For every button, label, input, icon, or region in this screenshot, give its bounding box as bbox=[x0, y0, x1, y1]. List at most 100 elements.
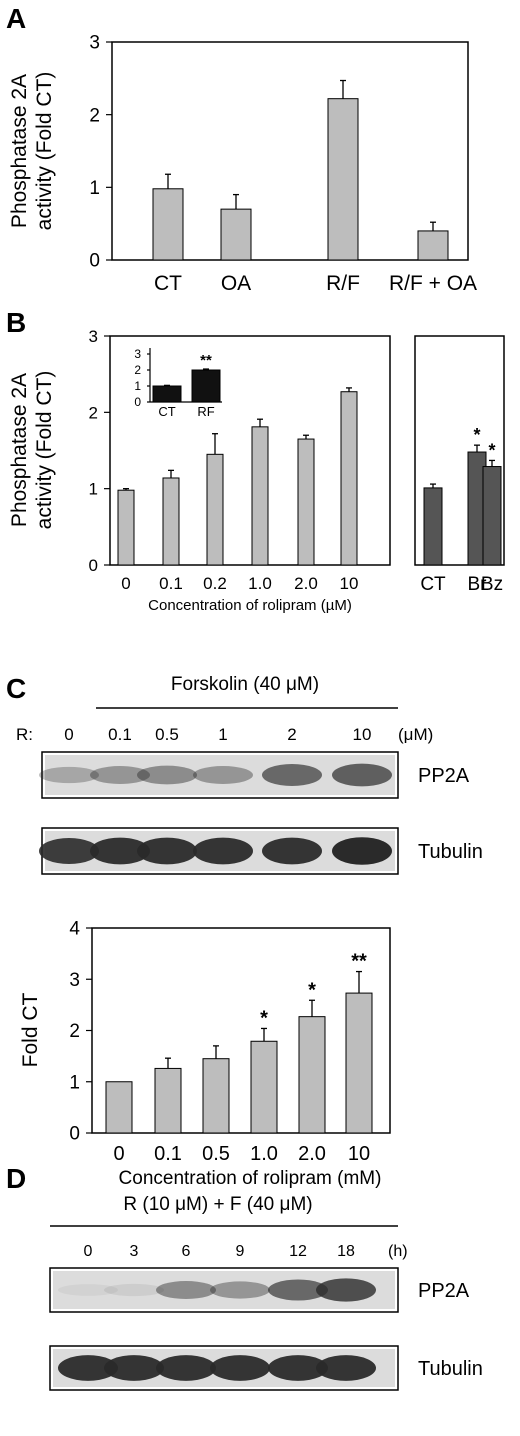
panel-letter-c: C bbox=[6, 673, 26, 704]
lane-label: 6 bbox=[182, 1243, 191, 1260]
panel-letter-d: D bbox=[6, 1163, 26, 1194]
bar bbox=[152, 385, 182, 403]
lane-label: 0.5 bbox=[155, 725, 179, 744]
significance-marker: ** bbox=[200, 352, 212, 369]
bar bbox=[250, 1040, 278, 1134]
chart-b-inset: 0 1 2 3 ** CT RF bbox=[134, 347, 222, 419]
x-tick-label: CT bbox=[158, 404, 175, 419]
bar bbox=[206, 453, 224, 566]
bar bbox=[251, 426, 269, 566]
y-tick-label: 0 bbox=[89, 556, 98, 575]
bar bbox=[298, 1016, 326, 1134]
x-tick-label: 0 bbox=[113, 1143, 124, 1165]
bar bbox=[340, 391, 358, 566]
blot-band bbox=[332, 763, 392, 787]
x-axis-title: Concentration of rolipram (µM) bbox=[148, 597, 352, 614]
x-tick-label: R/F bbox=[326, 272, 360, 295]
blot-band bbox=[316, 1355, 376, 1381]
blot-band bbox=[137, 765, 197, 785]
blot-band bbox=[156, 1355, 216, 1381]
blot-band bbox=[58, 1355, 118, 1381]
chart-c: Fold CT Concentration of rolipram (mM) 0… bbox=[19, 919, 391, 1189]
x-tick-label: Br bbox=[468, 574, 488, 595]
x-tick-label: 2.0 bbox=[298, 1143, 326, 1165]
blot-band bbox=[90, 766, 150, 784]
blot-row-label: Tubulin bbox=[418, 1358, 483, 1380]
blot-band bbox=[104, 1355, 164, 1381]
blot-band bbox=[332, 837, 392, 865]
significance-marker: * bbox=[260, 1007, 268, 1029]
blot-band bbox=[39, 838, 99, 864]
blot-band bbox=[58, 1284, 118, 1296]
bar bbox=[162, 477, 180, 566]
x-tick-label: 0.1 bbox=[154, 1143, 182, 1165]
x-tick-label: 1.0 bbox=[250, 1143, 278, 1165]
panel-letter-a: A bbox=[6, 3, 26, 34]
y-axis-label-line2: activity (Fold CT) bbox=[33, 371, 56, 530]
blot-band bbox=[193, 766, 253, 784]
x-tick-label: 0 bbox=[121, 574, 130, 593]
blot-band bbox=[104, 1283, 164, 1297]
plot-frame bbox=[109, 335, 391, 566]
bar bbox=[327, 98, 359, 261]
y-tick-label: 0 bbox=[69, 1124, 80, 1145]
plot-frame bbox=[91, 927, 391, 1134]
lane-label: 0 bbox=[84, 1243, 93, 1260]
lane-label: 10 bbox=[353, 725, 372, 744]
bar bbox=[220, 208, 252, 261]
bar bbox=[482, 466, 502, 566]
y-axis-label-line1: Phosphatase 2A bbox=[8, 373, 31, 527]
y-tick-label: 3 bbox=[69, 970, 80, 991]
y-tick-label: 2 bbox=[89, 105, 100, 126]
bar bbox=[423, 487, 443, 566]
lane-label: 1 bbox=[218, 725, 227, 744]
y-tick-label: 0 bbox=[134, 395, 141, 409]
blot-row-label: PP2A bbox=[418, 1280, 470, 1302]
y-tick-label: 4 bbox=[69, 919, 80, 940]
x-tick-label: 0.1 bbox=[159, 574, 183, 593]
x-tick-label: Bz bbox=[481, 574, 503, 595]
lane-label: 12 bbox=[289, 1243, 307, 1260]
y-tick-label: 1 bbox=[89, 480, 98, 499]
significance-marker: * bbox=[488, 440, 495, 460]
treatment-label: Forskolin (40 μM) bbox=[171, 674, 319, 695]
chart-b-main: Phosphatase 2A activity (Fold CT) Concen… bbox=[8, 327, 391, 614]
lane-label: 18 bbox=[337, 1243, 355, 1260]
significance-marker: ** bbox=[351, 951, 367, 973]
y-tick-label: 1 bbox=[69, 1072, 80, 1093]
y-tick-label: 0 bbox=[89, 251, 100, 272]
blot-band bbox=[137, 837, 197, 865]
x-tick-label: RF bbox=[197, 404, 214, 419]
blot-band bbox=[39, 766, 99, 784]
plot-frame bbox=[414, 335, 505, 566]
x-tick-label: 2.0 bbox=[294, 574, 318, 593]
significance-marker: * bbox=[473, 425, 480, 445]
blot-band bbox=[193, 837, 253, 865]
row-prefix: R: bbox=[16, 725, 33, 744]
y-tick-label: 3 bbox=[134, 347, 141, 361]
lane-label: 2 bbox=[287, 725, 296, 744]
lane-unit: (h) bbox=[388, 1243, 408, 1260]
bar bbox=[105, 1081, 133, 1134]
bar bbox=[117, 489, 135, 566]
x-tick-label: 10 bbox=[340, 574, 359, 593]
lane-unit: (μM) bbox=[398, 725, 433, 744]
blot-band bbox=[268, 1279, 328, 1301]
blot-band bbox=[268, 1355, 328, 1381]
lane-label: 0.1 bbox=[108, 725, 132, 744]
x-tick-label: OA bbox=[221, 272, 251, 295]
lane-label: 0 bbox=[64, 725, 73, 744]
significance-marker: * bbox=[308, 979, 316, 1001]
blot-band bbox=[262, 764, 322, 786]
blot-row-label: PP2A bbox=[418, 765, 470, 787]
chart-a: Phosphatase 2A activity (Fold CT) 0 1 2 3 C… bbox=[8, 33, 477, 295]
y-axis-label: Fold CT bbox=[19, 992, 42, 1067]
bar bbox=[417, 230, 449, 261]
blot-band bbox=[90, 837, 150, 865]
plot-frame bbox=[111, 41, 469, 261]
x-tick-label: 10 bbox=[348, 1143, 370, 1165]
y-tick-label: 3 bbox=[89, 33, 100, 54]
x-tick-label: CT bbox=[420, 574, 446, 595]
